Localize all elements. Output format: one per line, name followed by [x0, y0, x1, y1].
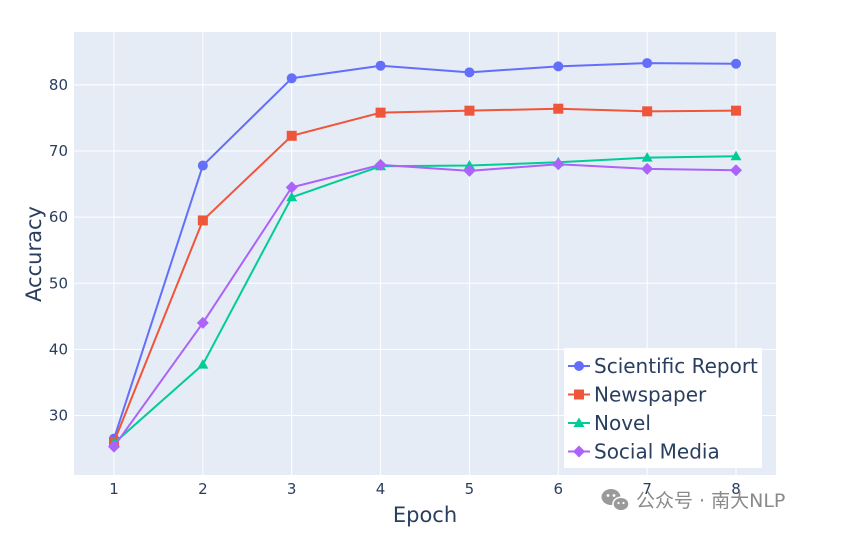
y-tick-label: 30: [49, 406, 68, 424]
x-tick-labels: 1 2 3 4 5 6 7 8: [109, 480, 741, 498]
y-tick-labels: 30 40 50 60 70 80: [49, 76, 68, 425]
wechat-icon: [601, 489, 630, 512]
x-tick-label: 7: [642, 480, 652, 498]
legend-label: Scientific Report: [594, 354, 758, 378]
data-point-newspaper: [731, 105, 742, 116]
x-axis-title: Epoch: [393, 503, 457, 527]
legend-item-scientific-report: Scientific Report: [568, 354, 758, 378]
data-point-newspaper: [286, 130, 297, 141]
legend: Scientific Report Newspaper Novel Social Me…: [564, 348, 762, 468]
series-newspaper: [108, 103, 742, 447]
series-line-scientific-report: [113, 62, 737, 439]
x-tick-label: 2: [198, 480, 208, 498]
y-axis-title: Accuracy: [22, 206, 46, 302]
y-tick-label: 80: [49, 76, 68, 94]
legend-item-social-media: Social Media: [568, 440, 720, 464]
legend-label: Newspaper: [594, 383, 707, 407]
data-point-social-media: [107, 440, 120, 453]
data-point-scientific-report: [731, 58, 742, 69]
data-point-scientific-report: [464, 67, 475, 78]
data-point-novel: [197, 359, 209, 369]
data-point-social-media: [730, 164, 743, 177]
series-line-novel: [113, 155, 737, 445]
legend-box: [564, 348, 762, 468]
legend-marker: [573, 445, 585, 458]
legend-item-novel: Novel: [568, 411, 651, 435]
data-point-newspaper: [464, 105, 475, 116]
x-tick-label: 4: [376, 480, 386, 498]
x-tick-label: 6: [554, 480, 564, 498]
x-tick-label: 8: [731, 480, 741, 498]
series-social-media: [107, 158, 743, 453]
legend-marker: [573, 417, 585, 427]
series-line-social-media: [113, 163, 737, 448]
data-point-scientific-report: [286, 73, 297, 84]
legend-item-newspaper: Newspaper: [568, 383, 707, 407]
data-point-newspaper: [642, 106, 653, 117]
y-tick-label: 70: [49, 142, 68, 160]
watermark: 公众号 · 南大NLP: [601, 489, 785, 512]
data-point-scientific-report: [375, 60, 386, 71]
data-point-novel: [286, 191, 298, 202]
data-point-social-media: [374, 158, 387, 171]
data-point-newspaper: [375, 107, 386, 118]
legend-label: Novel: [594, 411, 651, 435]
watermark-text: 公众号 · 南大NLP: [636, 490, 785, 512]
data-point-newspaper: [197, 215, 208, 226]
legend-marker: [574, 389, 584, 400]
data-point-scientific-report: [642, 58, 653, 69]
series-layer: [107, 58, 743, 453]
series-line-newspaper: [113, 107, 737, 443]
data-point-novel: [463, 160, 475, 170]
data-point-social-media: [641, 162, 654, 175]
data-point-novel: [730, 150, 742, 161]
y-tick-label: 40: [49, 340, 68, 358]
y-tick-label: 60: [49, 208, 68, 226]
data-point-novel: [641, 152, 653, 162]
data-point-social-media: [285, 181, 298, 194]
legend-marker: [574, 361, 584, 371]
y-tick-label: 50: [49, 274, 68, 292]
data-point-social-media: [463, 164, 476, 177]
legend-label: Social Media: [594, 440, 720, 464]
data-point-scientific-report: [197, 160, 208, 171]
x-tick-label: 1: [109, 480, 119, 498]
data-point-social-media: [552, 158, 565, 171]
data-point-scientific-report: [553, 61, 564, 72]
data-point-newspaper: [553, 103, 564, 114]
x-tick-label: 3: [287, 480, 297, 498]
x-tick-label: 5: [465, 480, 475, 498]
data-point-social-media: [196, 316, 209, 329]
